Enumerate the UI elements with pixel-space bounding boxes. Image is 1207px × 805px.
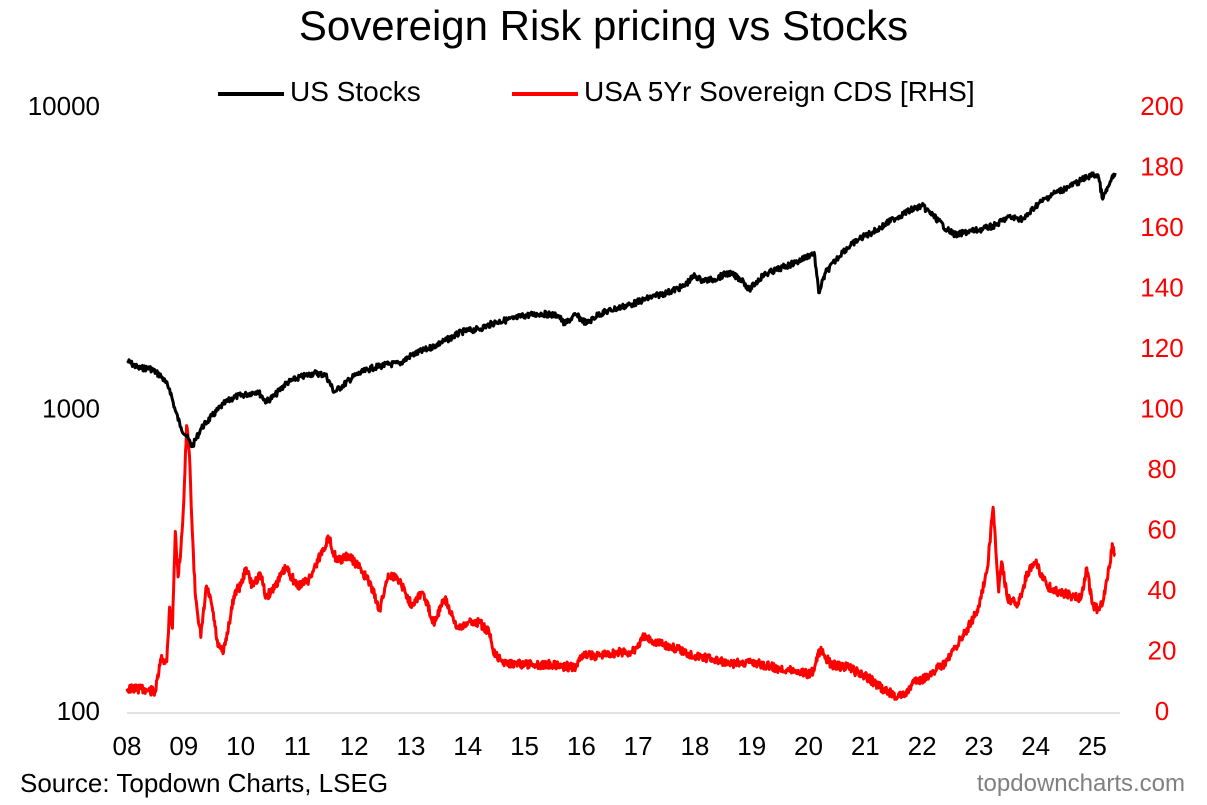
source-note: Source: Topdown Charts, LSEG — [20, 768, 389, 798]
y-right-tick-label: 80 — [1148, 454, 1177, 484]
legend-swatch-us-stocks — [218, 91, 284, 96]
legend-item-us-stocks: US Stocks — [218, 76, 421, 108]
y-right-tick-label: 120 — [1140, 333, 1183, 363]
x-tick-label: 17 — [624, 731, 653, 761]
legend-item-usa-cds: USA 5Yr Sovereign CDS [RHS] — [512, 76, 975, 108]
y-right-tick-label: 20 — [1148, 635, 1177, 665]
legend-swatch-usa-cds — [512, 91, 578, 96]
y-left-tick-label: 10000 — [28, 91, 100, 121]
y-left-tick-labels: 100 1000 10000 — [28, 91, 100, 726]
y-left-tick-label: 1000 — [42, 393, 100, 423]
legend-label-us-stocks: US Stocks — [290, 76, 421, 107]
x-tick-label: 19 — [737, 731, 766, 761]
y-right-tick-label: 180 — [1140, 151, 1183, 181]
x-tick-label: 16 — [567, 731, 596, 761]
x-tick-label: 11 — [284, 731, 311, 761]
x-tick-label: 21 — [851, 731, 880, 761]
y-left-tick-label: 100 — [57, 696, 100, 726]
x-tick-label: 09 — [169, 731, 198, 761]
y-right-tick-label: 40 — [1148, 575, 1177, 605]
x-tick-label: 24 — [1021, 731, 1050, 761]
series-line-usa-cds — [125, 424, 1117, 701]
x-tick-label: 08 — [113, 731, 142, 761]
legend-label-usa-cds: USA 5Yr Sovereign CDS [RHS] — [584, 76, 975, 107]
chart-title: Sovereign Risk pricing vs Stocks — [298, 2, 909, 49]
x-tick-label: 14 — [453, 731, 482, 761]
y-right-tick-label: 140 — [1140, 272, 1183, 302]
y-right-tick-label: 200 — [1140, 91, 1183, 121]
y-right-tick-label: 160 — [1140, 212, 1183, 242]
x-tick-labels: 08 09 10 11 12 13 14 15 16 17 18 19 20 21 22 23 24 25 — [113, 731, 1107, 761]
y-right-tick-label: 0 — [1155, 696, 1169, 726]
x-tick-label: 12 — [340, 731, 369, 761]
y-right-tick-labels: 0 20 40 60 80 100 120 140 160 180 200 — [1140, 91, 1183, 726]
x-tick-label: 25 — [1078, 731, 1107, 761]
credit-note: topdowncharts.com — [976, 770, 1185, 797]
x-tick-label: 10 — [226, 731, 255, 761]
x-tick-label: 22 — [908, 731, 937, 761]
x-tick-label: 18 — [680, 731, 709, 761]
y-right-tick-label: 100 — [1140, 393, 1183, 423]
x-tick-label: 20 — [794, 731, 823, 761]
x-tick-label: 23 — [964, 731, 993, 761]
x-tick-label: 15 — [510, 731, 539, 761]
y-right-tick-label: 60 — [1148, 514, 1177, 544]
x-tick-label: 13 — [396, 731, 425, 761]
series-line-us-stocks — [126, 171, 1117, 449]
